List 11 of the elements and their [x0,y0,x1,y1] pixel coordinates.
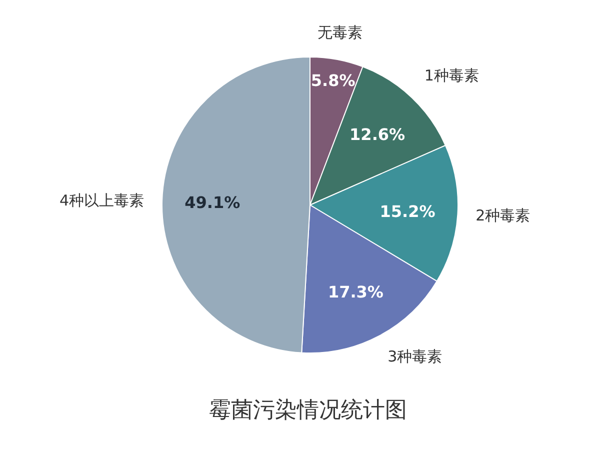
text: 霉菌污染情况统计图 [208,397,408,425]
slice-label: 1种毒素 [424,66,479,85]
data-label: 5.8% [310,70,356,90]
data-label: 17.3% [328,282,384,302]
slice-label: 2种毒素 [476,206,530,224]
slice-label: 无毒素 [318,24,363,42]
data-label: 49.1% [184,193,240,212]
data-label: 12.6% [350,125,406,144]
data-label: 15.2% [380,202,436,222]
slice-label: 3种毒素 [388,348,442,366]
slice-label: 4种以上毒素 [60,191,144,210]
